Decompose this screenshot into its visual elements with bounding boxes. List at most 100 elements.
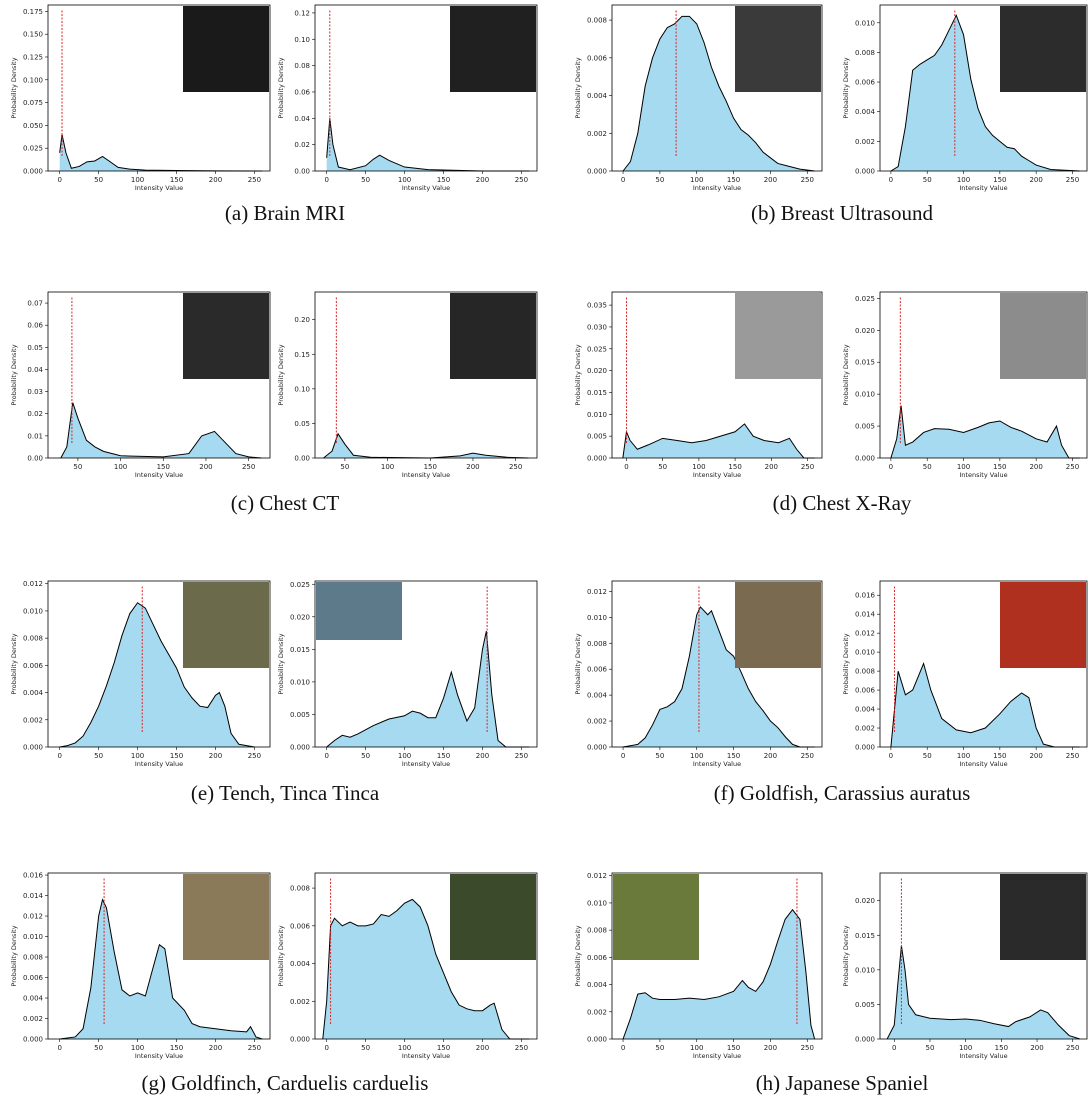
y-tick-label: 0.012 [587,588,607,596]
y-tick-label: 0.016 [855,592,876,600]
x-tick-label: 100 [959,1044,972,1052]
y-tick-label: 0.150 [23,31,43,39]
x-tick-label: 200 [199,463,212,471]
y-tick-label: 0.004 [855,108,876,116]
inset-image [1000,582,1086,668]
x-tick-label: 250 [801,463,814,471]
y-tick-label: 0.010 [855,391,875,399]
y-tick-label: 0.006 [855,687,876,695]
y-tick-label: 0.008 [855,668,875,676]
x-tick-label: 250 [515,1044,528,1052]
x-tick-label: 100 [398,1044,411,1052]
x-tick-label: 250 [1066,1044,1079,1052]
y-tick-label: 0.06 [27,322,43,330]
x-tick-label: 50 [94,752,103,760]
y-tick-label: 0.006 [290,922,311,930]
y-tick-label: 0.004 [23,995,44,1003]
x-tick-label: 150 [993,463,1006,471]
x-axis-label: Intensity Value [693,1052,741,1060]
x-tick-label: 250 [1066,752,1079,760]
x-axis-label: Intensity Value [135,471,183,479]
inset-image [735,293,821,379]
x-tick-label: 200 [764,176,777,184]
caption: (a) Brain MRI [225,201,345,225]
y-tick-label: 0.20 [294,316,310,324]
x-tick-label: 200 [764,1044,777,1052]
y-tick-label: 0.030 [587,323,607,331]
x-tick-label: 150 [727,1044,740,1052]
x-tick-label: 100 [957,176,970,184]
y-axis-label: Probability Density [842,57,850,118]
y-tick-label: 0.006 [23,662,44,670]
y-tick-label: 0.01 [27,432,43,440]
x-tick-label: 100 [381,463,394,471]
y-tick-label: 0.008 [855,49,875,57]
y-tick-label: 0.020 [290,613,310,621]
y-tick-label: 0.000 [855,455,875,463]
x-axis-label: Intensity Value [693,471,741,479]
y-axis-label: Probability Density [277,57,285,118]
y-tick-label: 0.010 [23,933,43,941]
histogram-area [327,631,530,747]
y-tick-label: 0.10 [294,36,310,44]
x-tick-label: 200 [209,1044,222,1052]
y-tick-label: 0.006 [587,54,608,62]
y-tick-label: 0.025 [855,295,875,303]
y-axis-label: Probability Density [574,344,582,405]
x-tick-label: 0 [889,176,893,184]
y-tick-label: 0.002 [23,716,43,724]
x-tick-label: 50 [94,176,103,184]
y-tick-label: 0.000 [587,168,607,176]
x-tick-label: 250 [242,463,255,471]
figure: 0.0000.0250.0500.0750.1000.1250.1500.175… [0,0,1089,1111]
histogram-area [61,403,262,458]
histogram-area [60,135,263,171]
y-tick-label: 0.012 [23,913,43,921]
x-tick-label: 150 [424,463,437,471]
caption: (f) Goldfish, Carassius auratus [714,781,971,805]
x-tick-label: 50 [926,1044,935,1052]
x-tick-label: 100 [114,463,127,471]
y-tick-label: 0.006 [587,954,608,962]
caption: (d) Chest X-Ray [773,491,912,515]
x-tick-label: 200 [466,463,479,471]
y-tick-label: 0.07 [27,300,43,308]
x-tick-label: 0 [621,1044,625,1052]
x-tick-label: 150 [727,176,740,184]
inset-image [450,6,536,92]
y-tick-label: 0.008 [587,927,607,935]
y-tick-label: 0.015 [290,646,310,654]
x-tick-label: 150 [170,176,183,184]
y-tick-label: 0.008 [587,640,607,648]
x-tick-label: 250 [509,463,522,471]
y-tick-label: 0.008 [23,635,43,643]
x-tick-label: 200 [209,176,222,184]
y-tick-label: 0.020 [855,327,875,335]
y-tick-label: 0.012 [587,872,607,880]
x-axis-label: Intensity Value [402,1052,450,1060]
x-tick-label: 250 [248,176,261,184]
y-tick-label: 0.010 [290,678,310,686]
y-tick-label: 0.010 [587,614,607,622]
y-axis-label: Probability Density [842,633,850,694]
y-tick-label: 0.016 [23,872,44,880]
x-tick-label: 150 [437,752,450,760]
y-tick-label: 0.020 [855,897,875,905]
histogram-area [623,424,815,458]
x-tick-label: 200 [1029,463,1042,471]
y-axis-label: Probability Density [10,925,18,986]
x-tick-label: 0 [57,752,61,760]
y-tick-label: 0.002 [587,130,607,138]
inset-image [1000,6,1086,92]
x-tick-label: 200 [476,176,489,184]
y-tick-label: 0.015 [855,932,875,940]
x-tick-label: 0 [892,1044,896,1052]
x-tick-label: 200 [764,752,777,760]
y-tick-label: 0.010 [855,649,875,657]
inset-image [183,293,269,379]
x-tick-label: 200 [1029,176,1042,184]
y-tick-label: 0.012 [855,630,875,638]
x-tick-label: 150 [728,463,741,471]
inset-image [1000,293,1086,379]
x-tick-label: 50 [923,176,932,184]
